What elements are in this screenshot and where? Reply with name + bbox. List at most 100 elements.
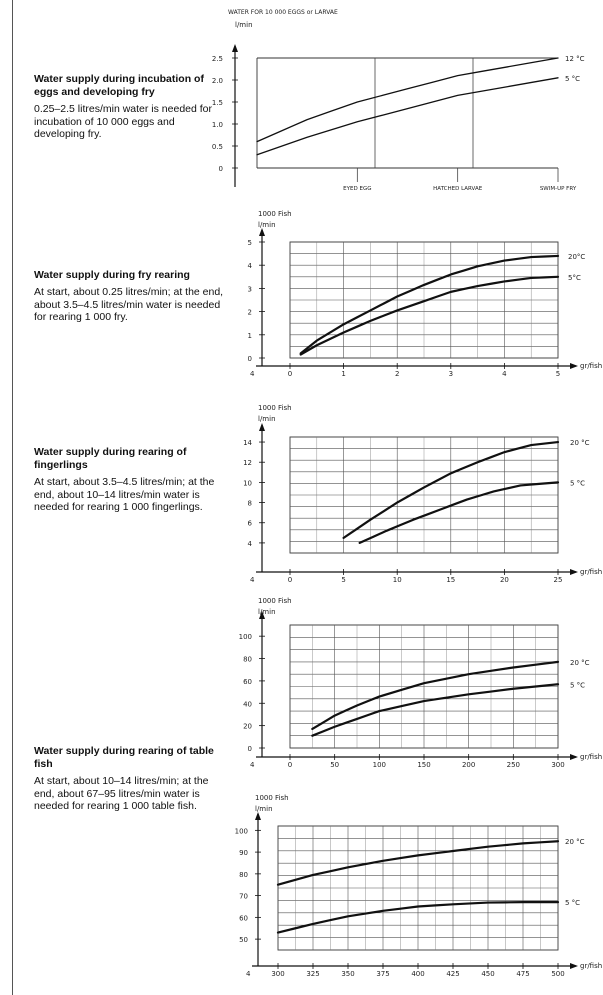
heading-incubation: Water supply during incubation of eggs a… — [34, 73, 204, 98]
x-axis-label: gr/fish — [580, 362, 602, 370]
x-axis-arrow — [570, 754, 578, 760]
y-tick-label: 2.0 — [212, 77, 223, 85]
y-tick-label: 80 — [243, 656, 252, 664]
x-tick-label: 300 — [271, 970, 284, 978]
series-label: 20 °C — [570, 659, 590, 667]
y-tick-label: 3 — [248, 285, 252, 293]
corner-label: 4 — [250, 370, 255, 378]
y-tick-label: 0.5 — [212, 143, 223, 151]
corner-label: 4 — [250, 576, 255, 584]
x-tick-label: 400 — [411, 970, 424, 978]
y-axis-arrow — [259, 423, 265, 431]
series-label: 20 °C — [565, 838, 585, 846]
y-tick-label: 6 — [248, 520, 253, 528]
x-tick-label: 250 — [507, 761, 520, 769]
y-tick-label: 2.5 — [212, 55, 223, 63]
x-axis-label: gr/fish — [580, 962, 602, 970]
chart-3: 1000 Fish l/min gr/fish 4 0 5 10 15 20 25 4 6 8 10 12 1… — [243, 404, 602, 584]
corner-label: 4 — [250, 761, 255, 769]
x-axis-arrow — [570, 569, 578, 575]
x-tick-label: 1 — [341, 370, 345, 378]
y-tick-label: 60 — [239, 914, 248, 922]
series-line-2 — [276, 901, 560, 934]
x-tick-label: 300 — [551, 761, 564, 769]
heading-fry-rearing: Water supply during fry rearing — [34, 269, 190, 281]
y-tick-label: 100 — [235, 827, 248, 835]
y-axis-label-line: l/min — [258, 221, 276, 229]
y-tick-label: 1.5 — [212, 99, 223, 107]
x-tick-label: 425 — [446, 970, 459, 978]
y-tick-label: 0 — [219, 165, 223, 173]
series-label: 5°C — [568, 274, 581, 282]
x-tick-label: 0 — [288, 761, 292, 769]
x-axis-label: gr/fish — [580, 568, 602, 576]
y-axis-label-line: 1000 Fish — [255, 794, 289, 802]
x-tick-label: 5 — [341, 576, 345, 584]
y-axis-label-line: l/min — [255, 805, 273, 813]
y-tick-label: 50 — [239, 936, 248, 944]
text-block-fry-rearing: Water supply during fry rearing At start… — [34, 269, 224, 324]
y-axis-arrow — [259, 611, 265, 619]
x-tick-label: 450 — [481, 970, 494, 978]
x-tick-label: 50 — [330, 761, 339, 769]
y-tick-label: 8 — [248, 500, 252, 508]
x-tick-label: 15 — [446, 576, 455, 584]
y-tick-label: 100 — [239, 633, 252, 641]
y-axis-label-line: 1000 Fish — [258, 597, 292, 605]
x-tick-label: 3 — [449, 370, 453, 378]
x-tick-label: 20 — [500, 576, 509, 584]
y-tick-label: 90 — [239, 849, 248, 857]
text-block-table-fish: Water supply during rearing of table fis… — [34, 745, 224, 813]
y-tick-label: 12 — [243, 459, 252, 467]
x-axis-arrow — [570, 963, 578, 969]
x-axis-arrow — [570, 363, 578, 369]
chart-5: 1000 Fish l/min gr/fish 4 300 325 350 375 400 425… — [235, 794, 603, 978]
y-tick-label: 80 — [239, 871, 248, 879]
chart-1: WATER FOR 10 000 EGGS or LARVAE l/min 0 0.5… — [212, 9, 585, 192]
y-axis-label-line: l/min — [258, 415, 276, 423]
series-line-2 — [358, 481, 560, 545]
y-axis-arrow — [255, 812, 261, 820]
y-tick-label: 1.0 — [212, 121, 223, 129]
y-axis-label-line: l/min — [235, 21, 253, 29]
x-axis-label: gr/fish — [580, 753, 602, 761]
series-label: 20°C — [568, 253, 585, 261]
y-axis-label-line: l/min — [258, 608, 276, 616]
x-tick-label: SWIM-UP FRY — [540, 186, 577, 192]
y-tick-label: 40 — [243, 700, 252, 708]
y-tick-label: 14 — [243, 439, 252, 447]
x-tick-label: 375 — [376, 970, 389, 978]
x-tick-label: 325 — [306, 970, 319, 978]
y-axis-label-line: WATER FOR 10 000 EGGS or LARVAE — [228, 9, 338, 16]
series-label: 20 °C — [570, 439, 590, 447]
y-tick-label: 20 — [243, 723, 252, 731]
body-fingerlings: At start, about 3.5–4.5 litres/min; at t… — [34, 476, 215, 513]
y-tick-label: 10 — [243, 479, 252, 487]
y-tick-label: 60 — [243, 678, 252, 686]
text-block-fingerlings: Water supply during rearing of fingerlin… — [34, 446, 224, 514]
y-axis-label-line: 1000 Fish — [258, 404, 292, 412]
y-tick-label: 70 — [239, 893, 248, 901]
y-axis-arrow — [232, 44, 238, 52]
y-tick-label: 0 — [248, 745, 252, 753]
x-tick-label: 0 — [288, 370, 292, 378]
series-line-1 — [311, 660, 560, 731]
series-line-2 — [311, 683, 560, 737]
x-tick-label: 350 — [341, 970, 354, 978]
series-label: 12 °C — [565, 55, 585, 63]
x-tick-label: 100 — [373, 761, 386, 769]
y-tick-label: 1 — [248, 332, 252, 340]
x-tick-label: EYED EGG — [343, 186, 371, 192]
y-tick-label: 5 — [248, 239, 252, 247]
x-tick-label: 500 — [551, 970, 564, 978]
corner-label: 4 — [246, 970, 251, 978]
x-tick-label: 4 — [502, 370, 507, 378]
series-line-1 — [276, 840, 560, 886]
series-line-1 — [299, 254, 560, 355]
series-line-2 — [299, 275, 560, 356]
heading-fingerlings: Water supply during rearing of fingerlin… — [34, 446, 187, 471]
body-fry-rearing: At start, about 0.25 litres/min; at the … — [34, 286, 224, 323]
series-line-1 — [342, 440, 560, 539]
x-tick-label: 25 — [554, 576, 563, 584]
